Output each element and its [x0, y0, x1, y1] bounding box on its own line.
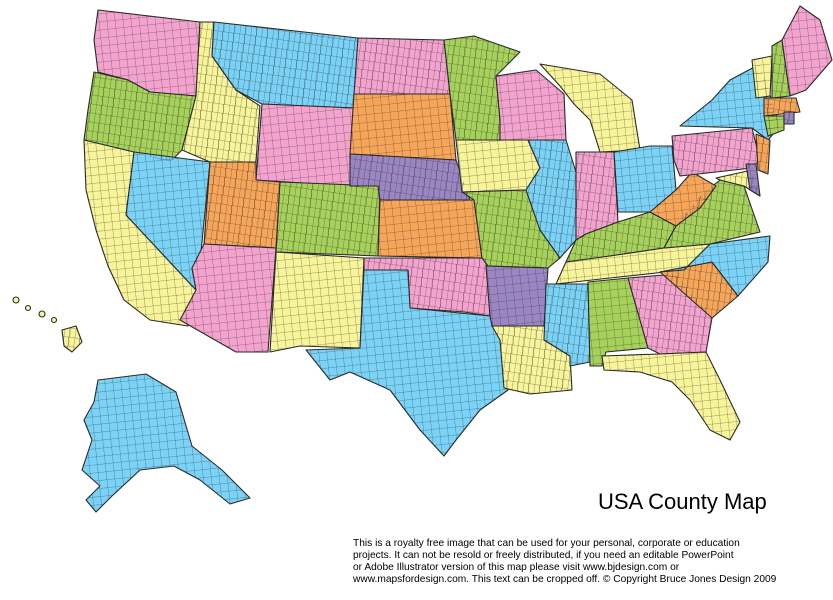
- county-lines-nebraska: [350, 154, 470, 200]
- county-lines-west-virginia: [650, 172, 716, 226]
- county-lines-kentucky: [566, 212, 676, 262]
- notice-line-2: projects. It can not be resold or freely…: [353, 550, 734, 561]
- county-lines-alabama: [588, 278, 648, 366]
- county-lines-idaho: [182, 22, 260, 162]
- county-lines-indiana: [576, 152, 618, 240]
- county-lines-alaska: [82, 374, 250, 512]
- county-lines-delaware: [746, 164, 760, 196]
- county-lines-new-mexico: [270, 252, 364, 352]
- county-lines-massachusetts: [764, 98, 800, 116]
- county-lines-connecticut: [764, 116, 784, 136]
- county-lines-virginia: [664, 180, 760, 248]
- county-lines-tennessee: [556, 244, 710, 284]
- county-lines-california: [84, 140, 196, 326]
- county-lines-oregon: [84, 72, 196, 162]
- county-lines-colorado: [276, 182, 380, 256]
- county-lines-washington: [94, 10, 200, 96]
- county-lines-maine: [782, 6, 832, 96]
- notice-line-4: www.mapsfordesign.com. This text can be …: [353, 574, 777, 585]
- county-lines-ohio: [614, 146, 676, 212]
- county-lines-oklahoma: [364, 258, 490, 316]
- county-lines-arizona: [180, 244, 276, 352]
- county-lines-south-carolina: [660, 262, 738, 318]
- county-lines-montana: [212, 22, 358, 108]
- county-lines-kansas: [378, 200, 482, 258]
- county-lines-texas: [306, 270, 508, 456]
- county-lines-pennsylvania: [672, 128, 760, 176]
- county-lines-mississippi: [544, 284, 590, 366]
- county-lines-illinois: [526, 140, 576, 258]
- county-lines-michigan: [540, 64, 640, 152]
- county-lines-minnesota: [444, 36, 520, 140]
- county-lines-north-carolina: [660, 236, 770, 296]
- county-lines-layer: [62, 6, 832, 512]
- county-lines-florida: [602, 352, 740, 440]
- county-lines-louisiana: [492, 326, 572, 394]
- county-lines-north-dakota: [354, 38, 450, 94]
- county-lines-iowa: [456, 140, 540, 192]
- copyright-notice: This is a royalty free image that can be…: [353, 538, 823, 586]
- county-lines-wisconsin: [496, 70, 566, 140]
- county-lines-nevada: [126, 152, 210, 290]
- hawaii-island-2: [24, 304, 32, 312]
- county-lines-new-hampshire: [772, 40, 790, 98]
- county-lines-south-dakota: [350, 94, 456, 160]
- county-lines-new-jersey: [756, 134, 770, 174]
- notice-line-1: This is a royalty free image that can be…: [353, 538, 740, 549]
- county-lines-missouri: [462, 190, 560, 268]
- county-lines-vermont: [752, 56, 772, 98]
- map-title: USA County Map: [598, 489, 767, 514]
- county-lines-wyoming: [256, 104, 354, 186]
- hawaii-island-3: [38, 310, 46, 318]
- notice-line-3: or Adobe Illustrator version of this map…: [353, 562, 680, 573]
- hawaii-island-1: [12, 296, 20, 304]
- county-lines-hawaii: [62, 326, 82, 352]
- county-lines-arkansas: [486, 266, 548, 326]
- county-lines-utah: [204, 162, 280, 248]
- county-lines-rhode-island: [784, 112, 794, 124]
- hawaii-island-4: [50, 316, 58, 324]
